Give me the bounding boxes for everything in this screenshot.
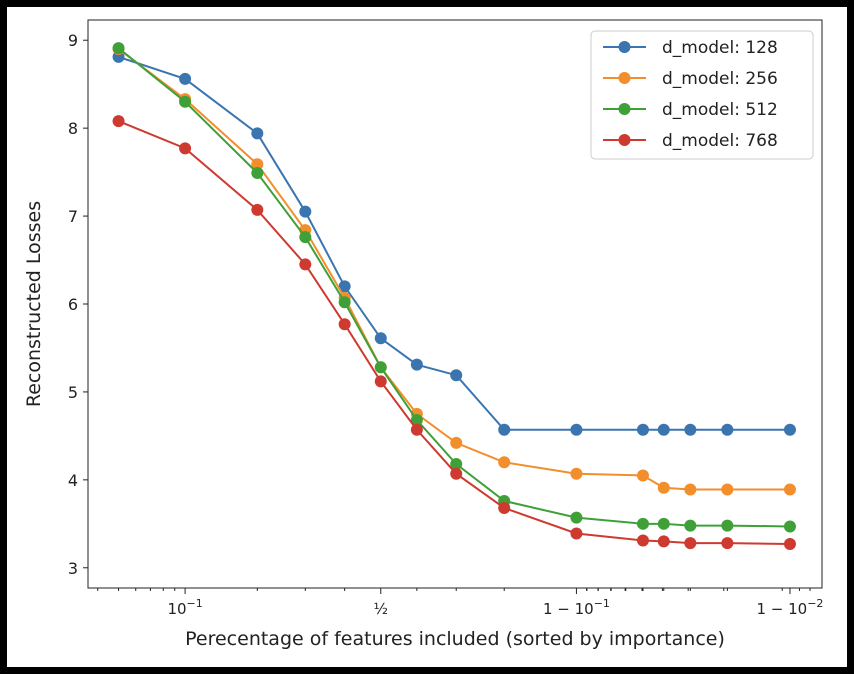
y-tick-label: 9 — [68, 31, 78, 50]
data-point — [374, 361, 387, 374]
series-line-3 — [118, 120, 790, 546]
legend-marker — [618, 72, 631, 84]
data-point — [570, 527, 583, 540]
legend: d_model: 128 d_model: 256 d_model: 512 d_mo… — [590, 30, 814, 160]
data-point — [498, 501, 511, 514]
data-point — [410, 423, 423, 436]
data-point — [338, 318, 351, 331]
data-point — [498, 456, 511, 469]
y-tick-label: 6 — [68, 295, 78, 314]
x-axis-label: Perecentage of features included (sorted… — [185, 628, 725, 650]
y-tick-label: 4 — [68, 471, 78, 490]
data-point — [783, 483, 796, 496]
data-point — [179, 95, 192, 108]
data-point — [684, 537, 697, 550]
data-point — [450, 458, 463, 471]
legend-label: d_model: 512 — [662, 100, 778, 120]
data-point — [570, 467, 583, 480]
y-tick-label: 3 — [68, 559, 78, 578]
data-point — [636, 517, 649, 530]
y-tick-label: 5 — [68, 383, 78, 402]
y-axis-label: Reconstructed Losses — [23, 201, 45, 407]
data-point — [783, 423, 796, 436]
data-point — [374, 375, 387, 388]
x-tick-label: 1 − 10−2 — [756, 597, 823, 618]
data-point — [179, 142, 192, 155]
legend-label: d_model: 128 — [662, 38, 778, 58]
data-point — [450, 369, 463, 382]
data-point — [721, 423, 734, 436]
x-tick-label: ½ — [373, 600, 388, 618]
data-point — [410, 358, 423, 371]
data-point — [251, 203, 264, 216]
data-point — [338, 296, 351, 309]
data-point — [721, 519, 734, 532]
legend-marker — [618, 134, 631, 146]
data-point — [112, 115, 125, 128]
data-point — [450, 436, 463, 449]
data-point — [251, 158, 264, 171]
data-point — [570, 423, 583, 436]
data-point — [783, 520, 796, 533]
legend-marker — [618, 103, 631, 115]
data-point — [410, 414, 423, 427]
legend-label: d_model: 768 — [662, 131, 778, 151]
y-tick-label: 7 — [68, 207, 78, 226]
data-point — [299, 205, 312, 218]
data-point — [636, 534, 649, 547]
data-point — [657, 423, 670, 436]
data-point — [783, 538, 796, 551]
data-point — [450, 467, 463, 480]
data-point — [657, 517, 670, 530]
data-point — [636, 423, 649, 436]
data-point — [684, 483, 697, 496]
data-point — [338, 280, 351, 293]
legend-label: d_model: 256 — [662, 69, 778, 89]
data-point — [684, 519, 697, 532]
data-point — [251, 127, 264, 140]
data-point — [657, 481, 670, 494]
data-point — [374, 332, 387, 345]
data-point — [636, 469, 649, 482]
data-point — [570, 511, 583, 524]
data-point — [684, 423, 697, 436]
data-point — [721, 537, 734, 550]
data-point — [498, 423, 511, 436]
x-tick-label: 10−1 — [167, 597, 202, 618]
data-point — [112, 42, 125, 55]
data-point — [251, 166, 264, 179]
data-point — [299, 231, 312, 244]
data-point — [657, 535, 670, 548]
data-point — [721, 483, 734, 496]
legend-marker — [618, 41, 631, 53]
data-point — [179, 72, 192, 85]
legend-box — [590, 30, 814, 160]
data-point — [299, 258, 312, 271]
x-tick-label: 1 − 10−1 — [543, 597, 610, 618]
y-tick-label: 8 — [68, 119, 78, 138]
